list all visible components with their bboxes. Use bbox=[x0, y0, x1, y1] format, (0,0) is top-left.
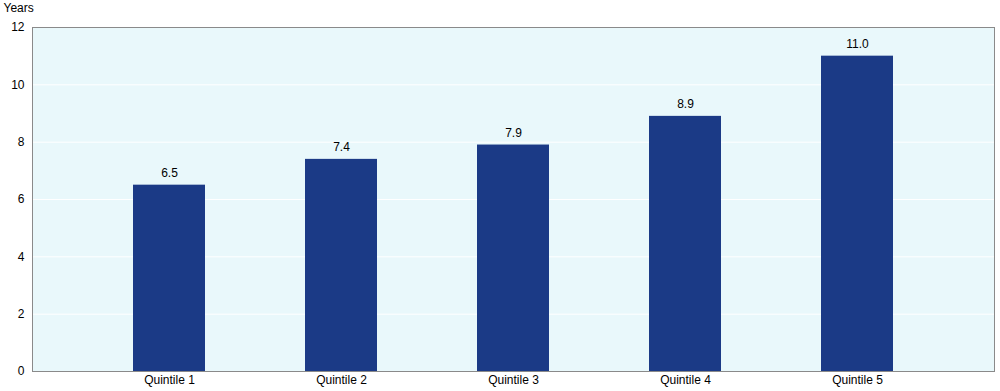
svg-text:Quintile 2: Quintile 2 bbox=[316, 373, 367, 387]
svg-text:Quintile 1: Quintile 1 bbox=[144, 373, 195, 387]
svg-text:11.0: 11.0 bbox=[846, 37, 869, 51]
svg-text:4: 4 bbox=[18, 250, 25, 264]
svg-text:7.4: 7.4 bbox=[333, 140, 350, 154]
svg-text:6: 6 bbox=[18, 192, 25, 206]
svg-text:6.5: 6.5 bbox=[161, 166, 178, 180]
svg-text:Quintile 4: Quintile 4 bbox=[660, 373, 711, 387]
svg-text:Quintile 5: Quintile 5 bbox=[832, 373, 883, 387]
svg-text:10: 10 bbox=[11, 78, 25, 92]
svg-text:12: 12 bbox=[11, 20, 25, 34]
svg-text:Quintile 3: Quintile 3 bbox=[488, 373, 539, 387]
svg-text:Years: Years bbox=[4, 1, 34, 15]
svg-text:8.9: 8.9 bbox=[677, 97, 694, 111]
svg-text:8: 8 bbox=[18, 135, 25, 149]
svg-text:2: 2 bbox=[18, 307, 25, 321]
svg-text:7.9: 7.9 bbox=[505, 126, 522, 140]
svg-text:0: 0 bbox=[18, 364, 25, 378]
